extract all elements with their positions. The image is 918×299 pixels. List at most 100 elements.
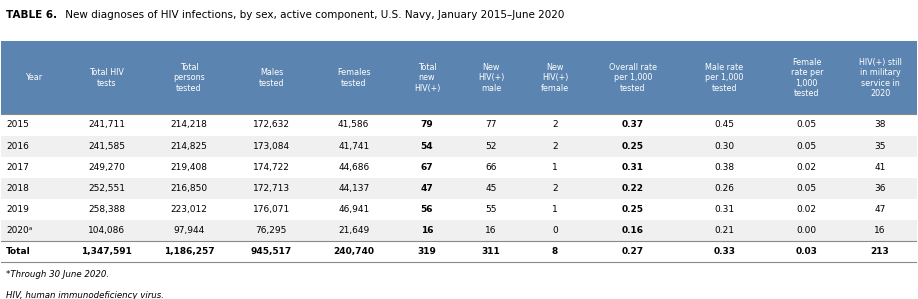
- Text: 41: 41: [874, 163, 886, 172]
- Text: 44,137: 44,137: [338, 184, 369, 193]
- Text: 1,347,591: 1,347,591: [81, 247, 132, 256]
- Text: 249,270: 249,270: [88, 163, 125, 172]
- Text: 0.30: 0.30: [714, 141, 734, 150]
- Text: 2018: 2018: [6, 184, 28, 193]
- Text: 41,741: 41,741: [338, 141, 369, 150]
- Text: 2: 2: [553, 141, 558, 150]
- Text: 241,585: 241,585: [88, 141, 125, 150]
- Text: 1: 1: [553, 163, 558, 172]
- Text: 0: 0: [553, 226, 558, 235]
- Text: 1: 1: [553, 205, 558, 214]
- Text: Overall rate
per 1,000
tested: Overall rate per 1,000 tested: [609, 63, 657, 93]
- Text: TABLE 6.: TABLE 6.: [6, 10, 57, 20]
- Text: 252,551: 252,551: [88, 184, 125, 193]
- Text: 79: 79: [420, 120, 433, 129]
- Text: 241,711: 241,711: [88, 120, 125, 129]
- Text: 0.45: 0.45: [714, 120, 734, 129]
- Text: 0.05: 0.05: [797, 184, 817, 193]
- Text: 0.00: 0.00: [797, 226, 817, 235]
- Text: 2019: 2019: [6, 205, 28, 214]
- Text: 16: 16: [420, 226, 433, 235]
- Text: Males
tested: Males tested: [259, 68, 285, 88]
- Text: 77: 77: [486, 120, 497, 129]
- Text: 16: 16: [486, 226, 497, 235]
- Text: 240,740: 240,740: [333, 247, 375, 256]
- Text: 319: 319: [418, 247, 436, 256]
- Text: 173,084: 173,084: [252, 141, 290, 150]
- Text: 311: 311: [482, 247, 500, 256]
- Text: 0.31: 0.31: [621, 163, 644, 172]
- FancyBboxPatch shape: [2, 241, 916, 262]
- Text: New diagnoses of HIV infections, by sex, active component, U.S. Navy, January 20: New diagnoses of HIV infections, by sex,…: [62, 10, 565, 20]
- Text: 54: 54: [420, 141, 433, 150]
- Text: 35: 35: [874, 141, 886, 150]
- FancyBboxPatch shape: [2, 220, 916, 241]
- Text: 2015: 2015: [6, 120, 28, 129]
- Text: 47: 47: [420, 184, 433, 193]
- Text: 214,218: 214,218: [171, 120, 207, 129]
- Text: 66: 66: [486, 163, 497, 172]
- Text: 172,632: 172,632: [252, 120, 290, 129]
- Text: 16: 16: [874, 226, 886, 235]
- Text: 0.25: 0.25: [621, 141, 644, 150]
- Text: 0.22: 0.22: [621, 184, 644, 193]
- Text: 219,408: 219,408: [171, 163, 207, 172]
- Text: 0.21: 0.21: [714, 226, 734, 235]
- Text: 213: 213: [870, 247, 890, 256]
- Text: 0.38: 0.38: [714, 163, 734, 172]
- Text: Female
rate per
1,000
tested: Female rate per 1,000 tested: [790, 58, 823, 98]
- Text: 55: 55: [486, 205, 497, 214]
- Text: 0.02: 0.02: [797, 205, 817, 214]
- Text: 2020ᵃ: 2020ᵃ: [6, 226, 32, 235]
- Text: 97,944: 97,944: [174, 226, 205, 235]
- Text: 0.27: 0.27: [621, 247, 644, 256]
- FancyBboxPatch shape: [2, 178, 916, 199]
- FancyBboxPatch shape: [2, 41, 916, 115]
- Text: 67: 67: [420, 163, 433, 172]
- Text: 2: 2: [553, 120, 558, 129]
- Text: New
HIV(+)
female: New HIV(+) female: [541, 63, 569, 93]
- Text: 223,012: 223,012: [171, 205, 207, 214]
- Text: 47: 47: [874, 205, 886, 214]
- Text: 2017: 2017: [6, 163, 28, 172]
- Text: 945,517: 945,517: [251, 247, 292, 256]
- Text: 0.26: 0.26: [714, 184, 734, 193]
- Text: 0.16: 0.16: [621, 226, 644, 235]
- Text: 0.25: 0.25: [621, 205, 644, 214]
- Text: New
HIV(+)
male: New HIV(+) male: [478, 63, 504, 93]
- Text: 0.37: 0.37: [621, 120, 644, 129]
- Text: 44,686: 44,686: [338, 163, 369, 172]
- FancyBboxPatch shape: [2, 199, 916, 220]
- Text: 45: 45: [486, 184, 497, 193]
- Text: *Through 30 June 2020.: *Through 30 June 2020.: [6, 270, 109, 279]
- Text: 0.05: 0.05: [797, 141, 817, 150]
- Text: Male rate
per 1,000
tested: Male rate per 1,000 tested: [705, 63, 744, 93]
- Text: Total: Total: [6, 247, 30, 256]
- Text: 176,071: 176,071: [252, 205, 290, 214]
- Text: Females
tested: Females tested: [337, 68, 371, 88]
- Text: 46,941: 46,941: [338, 205, 369, 214]
- Text: 0.31: 0.31: [714, 205, 734, 214]
- Text: 36: 36: [874, 184, 886, 193]
- Text: 52: 52: [486, 141, 497, 150]
- Text: 56: 56: [420, 205, 433, 214]
- Text: Total
persons
tested: Total persons tested: [174, 63, 205, 93]
- FancyBboxPatch shape: [2, 115, 916, 135]
- Text: 0.02: 0.02: [797, 163, 817, 172]
- FancyBboxPatch shape: [2, 135, 916, 157]
- Text: 216,850: 216,850: [171, 184, 207, 193]
- Text: 41,586: 41,586: [338, 120, 369, 129]
- Text: 104,086: 104,086: [88, 226, 125, 235]
- Text: 76,295: 76,295: [256, 226, 287, 235]
- Text: 0.03: 0.03: [796, 247, 818, 256]
- Text: 172,713: 172,713: [252, 184, 290, 193]
- Text: 0.05: 0.05: [797, 120, 817, 129]
- Text: 21,649: 21,649: [338, 226, 369, 235]
- Text: HIV(+) still
in military
service in
2020: HIV(+) still in military service in 2020: [858, 58, 901, 98]
- Text: 2016: 2016: [6, 141, 28, 150]
- Text: Year: Year: [25, 73, 42, 83]
- Text: 0.33: 0.33: [713, 247, 735, 256]
- Text: 174,722: 174,722: [253, 163, 290, 172]
- Text: 8: 8: [552, 247, 558, 256]
- Text: Total
new
HIV(+): Total new HIV(+): [414, 63, 440, 93]
